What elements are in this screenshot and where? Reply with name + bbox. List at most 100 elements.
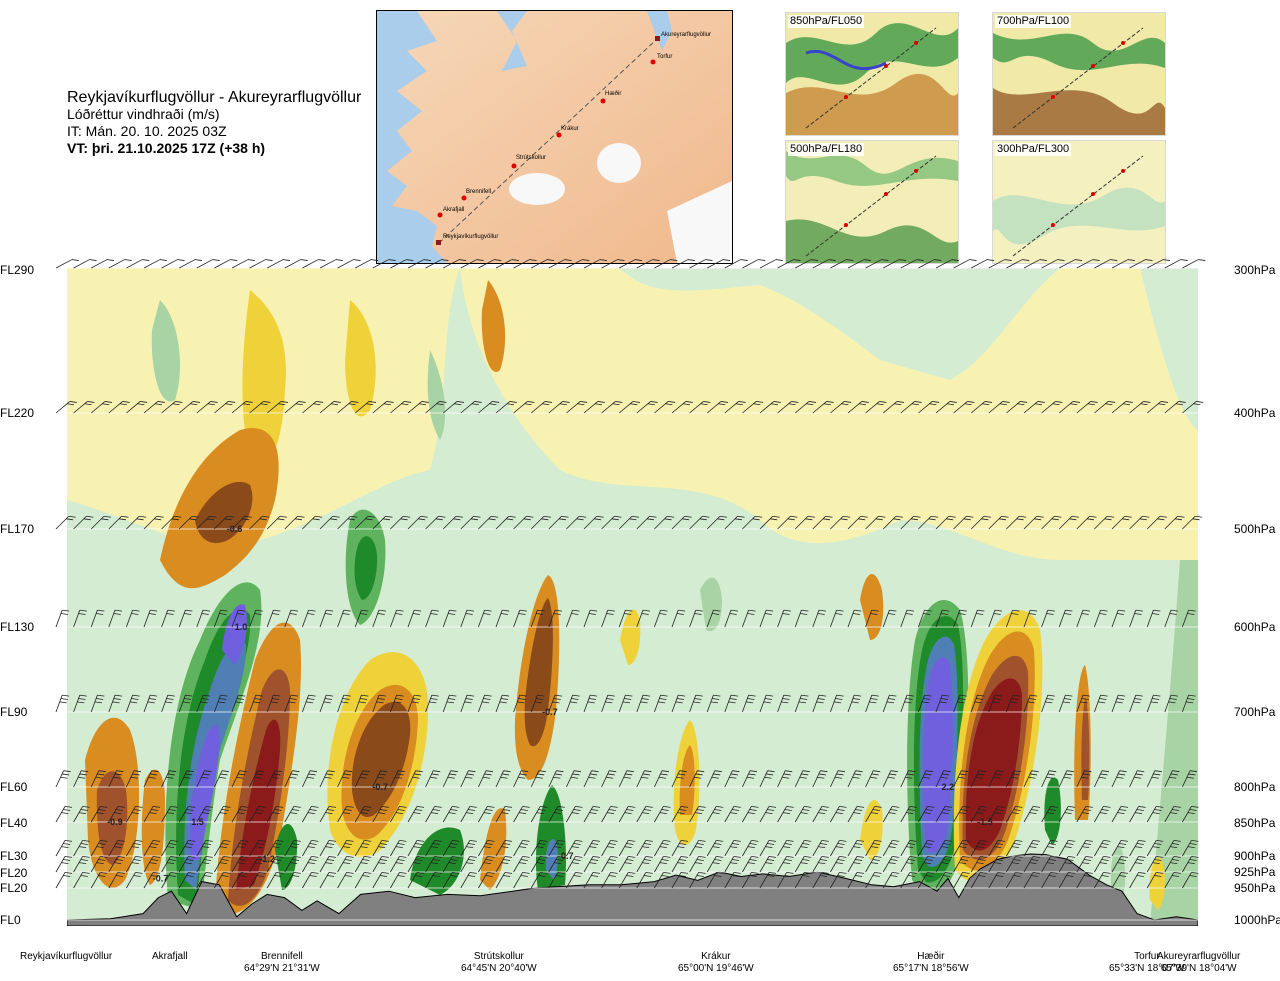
location-coords: 65°33'N 18°07'W bbox=[1109, 963, 1185, 974]
wind-barb bbox=[794, 401, 817, 414]
wind-barb bbox=[55, 806, 73, 823]
waypoint-label: Strútskollur bbox=[516, 155, 546, 161]
wind-barb bbox=[1146, 770, 1162, 788]
wind-barb bbox=[1094, 770, 1110, 788]
wind-barb bbox=[918, 872, 935, 889]
glacier-langjokull bbox=[509, 173, 565, 205]
chart-header: Reykjavíkurflugvöllur - Akureyrarflugvöl… bbox=[67, 89, 361, 157]
thumbnail-700hpa[interactable]: 700hPa/FL100 bbox=[992, 12, 1166, 136]
wind-barb bbox=[196, 840, 213, 857]
wind-barb bbox=[460, 609, 475, 628]
wind-barb bbox=[935, 401, 957, 414]
wind-barb bbox=[1006, 856, 1023, 873]
wind-barb bbox=[988, 401, 1010, 414]
wind-barb bbox=[847, 609, 862, 628]
location-krakur: Krákur 65°00'N 19°46'W bbox=[678, 951, 754, 975]
wind-barb bbox=[618, 872, 636, 889]
wind-barb bbox=[196, 872, 213, 889]
wind-barb bbox=[478, 609, 492, 628]
wind-barb bbox=[1094, 515, 1115, 530]
wind-barb bbox=[108, 515, 129, 530]
wind-barb bbox=[654, 856, 671, 873]
wind-barb bbox=[724, 840, 741, 857]
wind-barb bbox=[724, 694, 739, 713]
wind-barb bbox=[847, 770, 863, 788]
wind-barb bbox=[618, 840, 636, 857]
wind-barb bbox=[1182, 806, 1199, 823]
wind-barb bbox=[988, 806, 1005, 823]
wind-barb bbox=[724, 806, 741, 823]
wind-barb bbox=[319, 872, 337, 889]
wind-barb bbox=[1182, 515, 1203, 530]
glacier-hofsjokull bbox=[597, 143, 641, 183]
wind-barb bbox=[882, 515, 903, 530]
wind-barb bbox=[900, 806, 917, 823]
wind-barb bbox=[830, 609, 844, 628]
wind-barb bbox=[143, 694, 158, 713]
wind-barb bbox=[55, 401, 77, 414]
wind-barb bbox=[1182, 856, 1199, 873]
route-line bbox=[438, 38, 658, 244]
wind-barb bbox=[548, 694, 563, 713]
wind-barb bbox=[830, 856, 847, 873]
wind-barb bbox=[742, 401, 764, 414]
wind-barb bbox=[759, 609, 774, 628]
wind-barb bbox=[214, 515, 235, 530]
wind-barb bbox=[90, 770, 106, 788]
wind-barb bbox=[460, 694, 475, 713]
wind-barb bbox=[759, 694, 774, 713]
thumbnail-850hpa[interactable]: 850hPa/FL050 bbox=[785, 12, 959, 136]
wind-barb bbox=[847, 856, 865, 873]
wind-barb bbox=[654, 401, 676, 414]
wind-barb bbox=[1023, 840, 1041, 857]
wind-barb bbox=[970, 840, 988, 857]
wind-barb bbox=[355, 259, 379, 269]
wind-barb bbox=[918, 401, 940, 414]
wind-barb bbox=[442, 694, 457, 713]
wind-barb bbox=[847, 515, 868, 530]
rise-cell bbox=[700, 577, 722, 632]
wind-barb bbox=[231, 401, 253, 414]
wind-barb bbox=[935, 856, 953, 873]
wind-barb bbox=[988, 609, 1003, 628]
wind-barb bbox=[1164, 840, 1181, 857]
wind-barb bbox=[513, 259, 537, 269]
wind-barb bbox=[1094, 806, 1111, 823]
wind-barb bbox=[1164, 609, 1179, 628]
wind-barb bbox=[988, 515, 1009, 530]
wind-barb bbox=[1111, 770, 1127, 788]
wind-barb bbox=[143, 259, 167, 269]
wind-barb bbox=[442, 872, 460, 889]
chart-title: Reykjavíkurflugvöllur - Akureyrarflugvöl… bbox=[67, 89, 362, 106]
wind-barb bbox=[126, 609, 140, 628]
wind-barb bbox=[566, 694, 580, 713]
thumbnail-500hpa[interactable]: 500hPa/FL180 bbox=[785, 140, 959, 264]
wind-barb bbox=[583, 872, 601, 889]
wind-barb bbox=[865, 609, 879, 628]
wind-barb bbox=[337, 806, 354, 823]
wind-barb bbox=[390, 259, 414, 269]
wind-barb bbox=[1023, 872, 1041, 889]
wind-barb bbox=[689, 770, 705, 788]
wind-barb bbox=[566, 515, 587, 530]
wind-barb bbox=[689, 840, 706, 857]
wind-barb bbox=[143, 609, 158, 628]
wind-barb bbox=[935, 515, 956, 530]
wind-barb bbox=[847, 872, 865, 889]
wind-barb bbox=[935, 806, 953, 823]
wind-barb bbox=[249, 856, 266, 873]
wind-barb bbox=[759, 259, 783, 269]
wind-barb bbox=[178, 806, 196, 823]
wind-barb bbox=[1076, 806, 1093, 823]
thumbnail-300hpa[interactable]: 300hPa/FL300 bbox=[992, 140, 1166, 264]
wind-barb bbox=[1111, 609, 1126, 628]
wind-barb bbox=[900, 856, 917, 873]
wind-barb bbox=[1129, 609, 1143, 628]
wind-barb bbox=[1182, 609, 1196, 628]
wind-barb bbox=[812, 401, 834, 414]
pressure-label-1000: 1000hPa bbox=[1234, 913, 1280, 927]
wind-barb bbox=[55, 840, 73, 857]
wind-barb bbox=[812, 806, 829, 823]
wind-barb bbox=[231, 806, 249, 823]
wind-barb bbox=[284, 840, 301, 857]
